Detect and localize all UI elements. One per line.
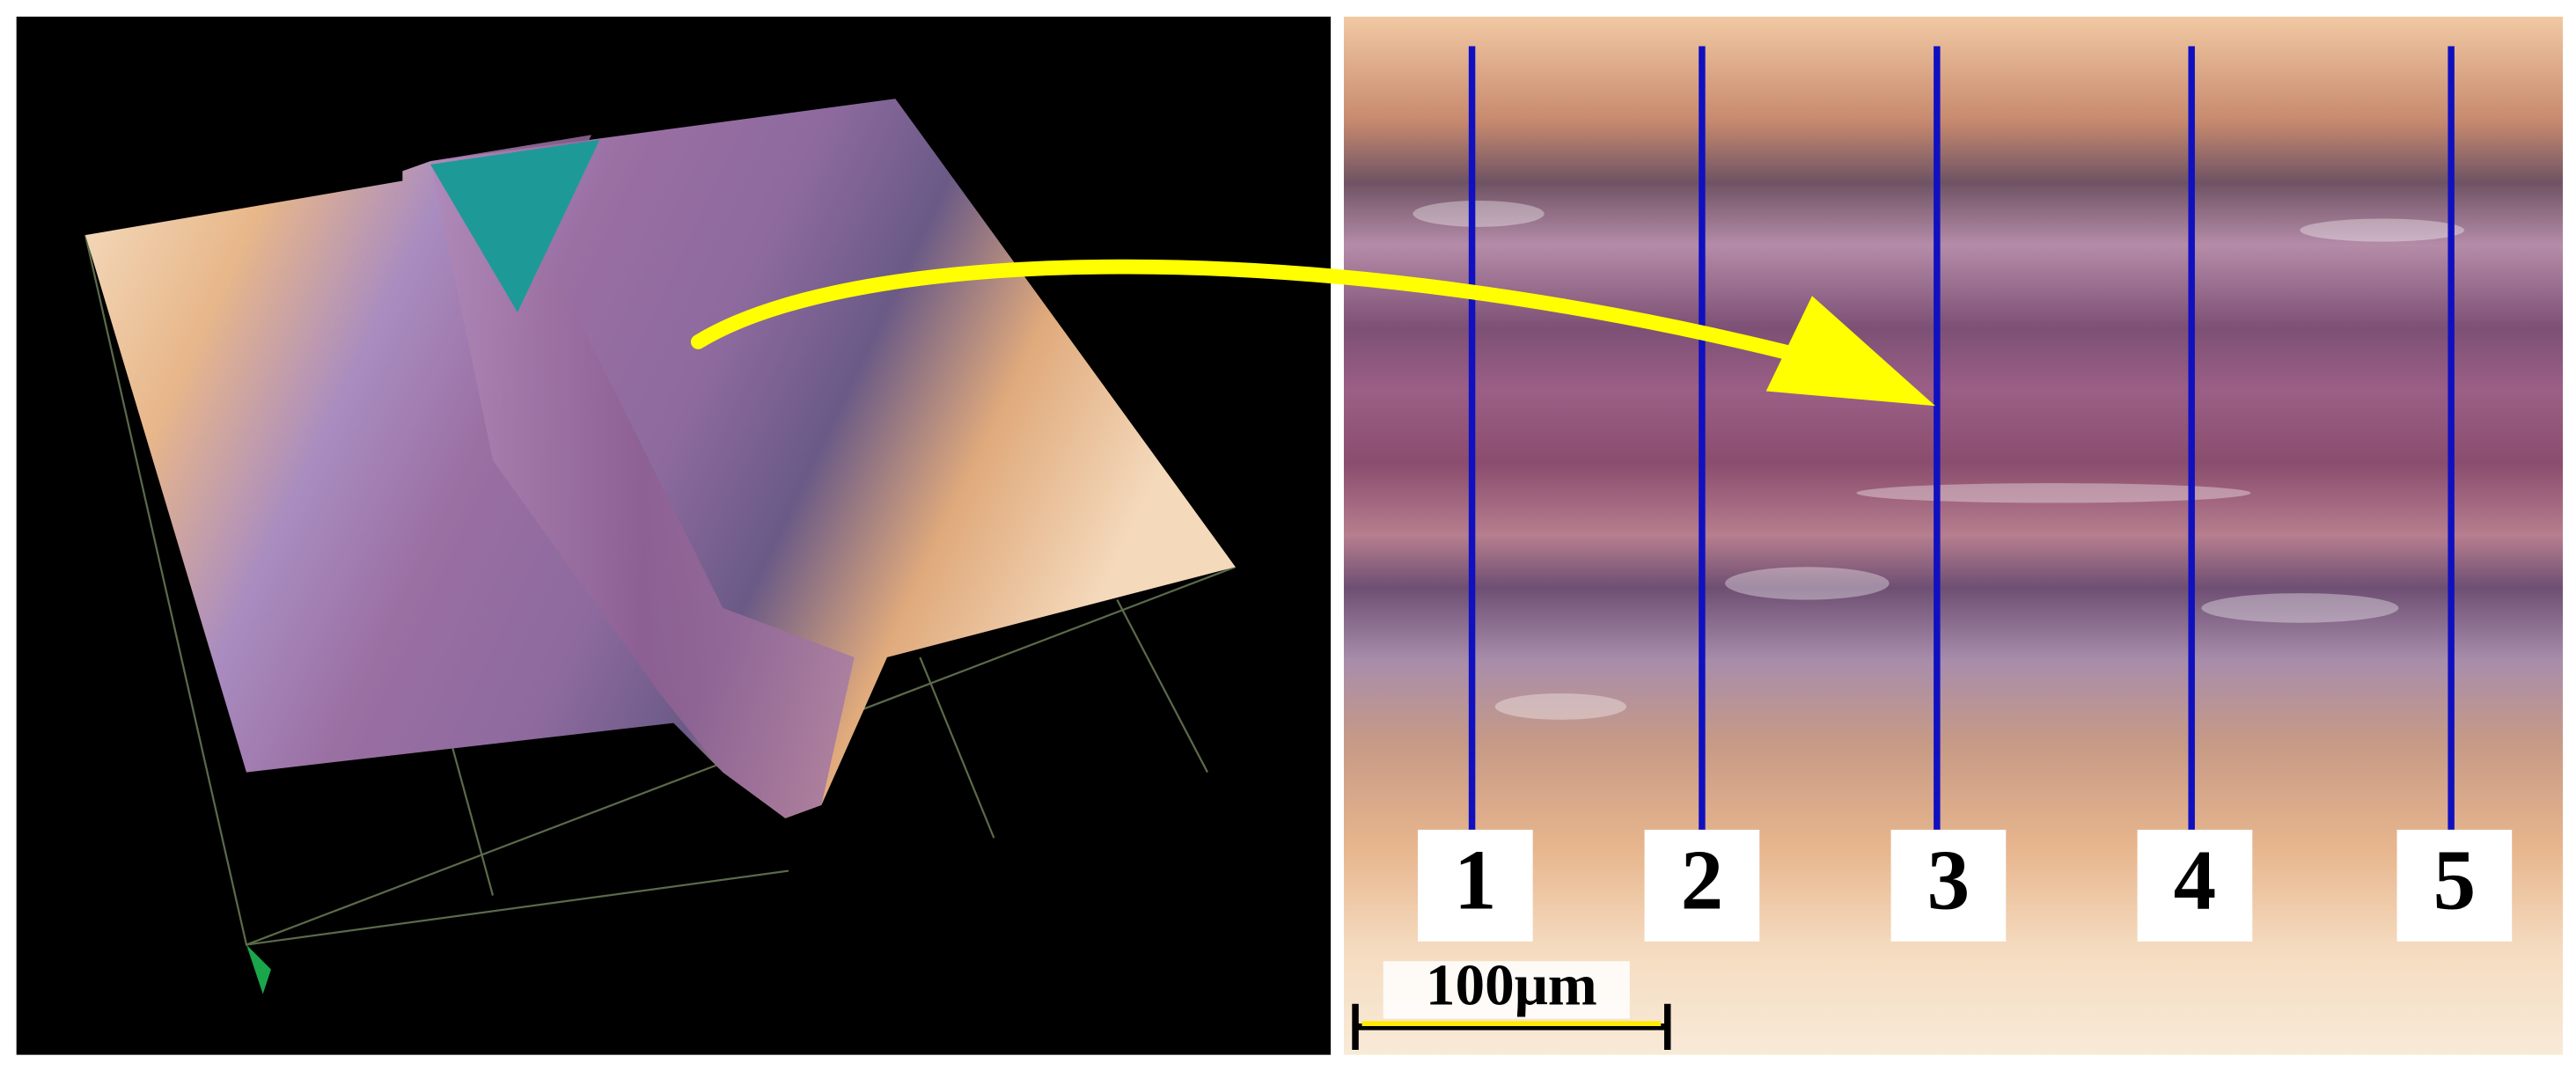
scale-bar-bg <box>1383 961 1630 1019</box>
label-box <box>2137 829 2253 942</box>
profile-lines: 1 2 3 4 5 <box>1417 46 2513 942</box>
scale-bar <box>1352 1003 1671 1051</box>
texture <box>1413 200 2465 720</box>
line-label: 4 <box>2174 832 2217 927</box>
cut-face <box>430 139 600 312</box>
line-label: 2 <box>1681 832 1724 927</box>
trough <box>430 135 855 818</box>
label-box <box>1644 829 1760 942</box>
scale-bar-label: 100μm <box>1426 951 1597 1017</box>
arrow-head <box>1765 296 1935 407</box>
label-box <box>1417 829 1533 942</box>
line-label: 3 <box>1927 832 1971 927</box>
axis-marker <box>246 944 272 994</box>
label-box <box>1890 829 2007 942</box>
line-label: 5 <box>2433 832 2477 927</box>
line-label: 1 <box>1454 832 1497 927</box>
arrow-shaft <box>690 259 1831 370</box>
label-box <box>2396 829 2513 942</box>
